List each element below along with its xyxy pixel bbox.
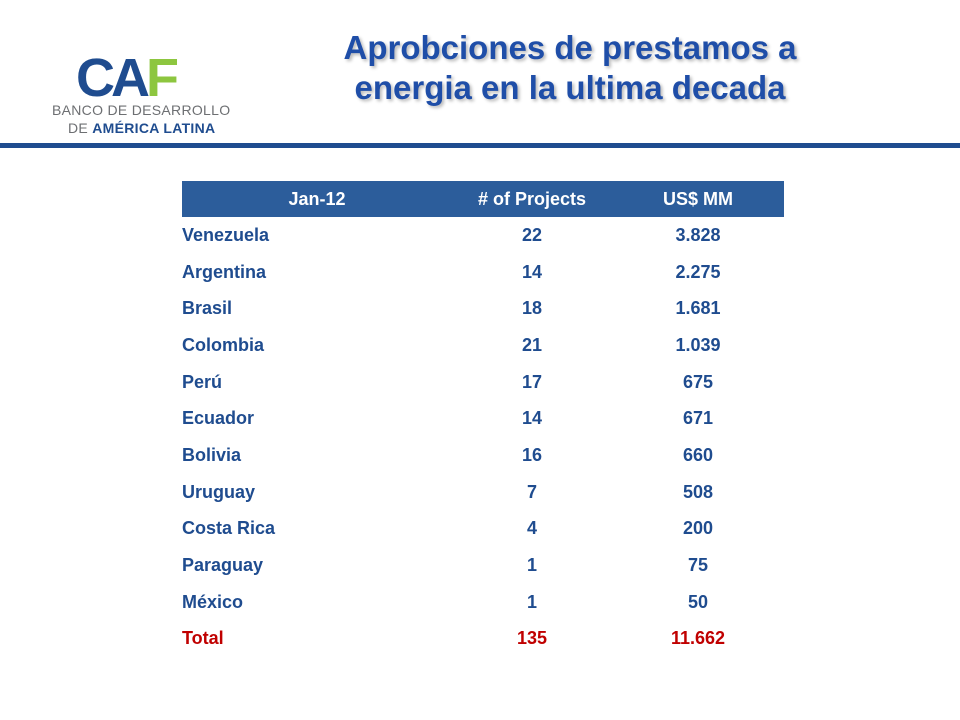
table-row: Brasil 18 1.681 [182,290,784,327]
country-cell: Colombia [182,334,265,355]
title-line-2: energia en la ultima decada [354,69,786,106]
header-period: Jan-12 [182,181,452,217]
header-usd-mm: US$ MM [612,181,784,217]
total-label: Total [182,628,224,649]
projects-cell: 18 [521,298,543,319]
page-title: Aprobciones de prestamos a energia en la… [250,28,890,108]
header-projects: # of Projects [452,181,612,217]
projects-cell: 22 [521,224,543,245]
energy-loans-table: Jan-12 # of Projects US$ MM Venezuela 22… [182,181,784,657]
caf-logo: CA F BANCO DE DESARROLLO DE AMÉRICA LATI… [48,48,230,140]
table-row: Ecuador 14 671 [182,400,784,437]
country-cell: Brasil [182,298,233,319]
projects-cell: 1 [526,591,537,612]
table-row: Colombia 21 1.039 [182,327,784,364]
logo-line-2: DE AMÉRICA LATINA [68,120,216,136]
total-row: Total 135 11.662 [182,621,784,658]
projects-cell: 7 [526,481,537,502]
projects-cell: 14 [521,261,543,282]
amount-cell: 200 [682,518,714,539]
title-line-1: Aprobciones de prestamos a [343,29,797,66]
country-cell: Perú [182,371,223,392]
country-cell: Paraguay [182,555,264,576]
table-row: Argentina 14 2.275 [182,254,784,291]
header-divider [0,143,960,148]
amount-cell: 50 [687,591,709,612]
total-projects: 135 [516,628,548,649]
svg-text:F: F [146,50,179,102]
table-row: Bolivia 16 660 [182,437,784,474]
projects-cell: 16 [521,444,543,465]
amount-cell: 1.039 [675,334,721,355]
country-cell: Bolivia [182,444,242,465]
projects-cell: 17 [521,371,543,392]
amount-cell: 3.828 [675,224,721,245]
amount-cell: 675 [682,371,714,392]
table-row: Perú 17 675 [182,364,784,401]
caf-logo-mark: CA F [76,50,179,102]
country-cell: Uruguay [182,481,256,502]
svg-text:CA: CA [76,50,149,102]
table-header-row: Jan-12 # of Projects US$ MM [182,181,784,217]
amount-cell: 1.681 [675,298,721,319]
country-cell: México [182,591,244,612]
projects-cell: 21 [521,334,543,355]
table-row: México 1 50 [182,584,784,621]
table-row: Uruguay 7 508 [182,474,784,511]
table-row: Costa Rica 4 200 [182,511,784,548]
amount-cell: 508 [682,481,714,502]
projects-cell: 14 [521,408,543,429]
amount-cell: 660 [682,444,714,465]
amount-cell: 2.275 [675,261,721,282]
projects-cell: 4 [526,518,537,539]
country-cell: Venezuela [182,224,270,245]
projects-cell: 1 [526,555,537,576]
country-cell: Argentina [182,261,267,282]
amount-cell: 75 [687,555,709,576]
country-cell: Ecuador [182,408,255,429]
logo-line-1: BANCO DE DESARROLLO [52,102,231,118]
logo-line-2-bold: AMÉRICA LATINA [92,120,216,136]
table-row: Paraguay 1 75 [182,547,784,584]
amount-cell: 671 [682,408,714,429]
table-row: Venezuela 22 3.828 [182,217,784,254]
country-cell: Costa Rica [182,518,276,539]
total-amount: 11.662 [670,628,726,649]
